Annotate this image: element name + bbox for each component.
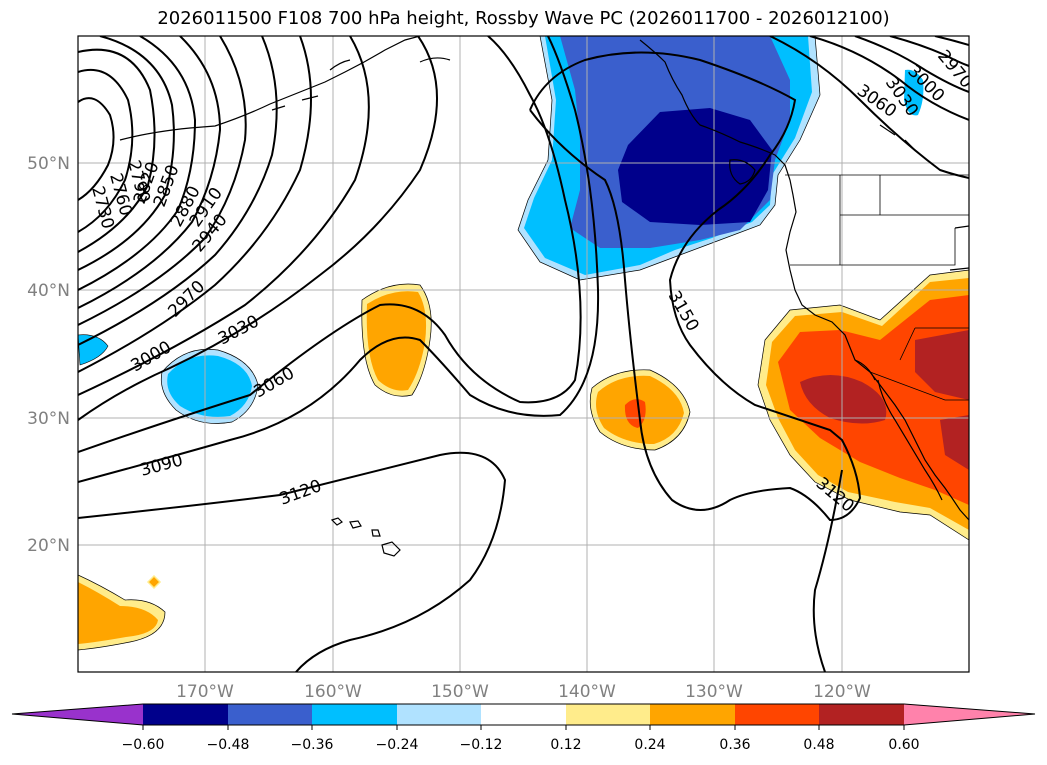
graticule: [78, 36, 969, 672]
colorbar-tick-label: 0.48: [803, 737, 834, 753]
positive-anomaly-southwest-us: [757, 269, 969, 541]
longitude-labels: 170°W 160°W 150°W 140°W 130°W 120°W: [176, 682, 871, 702]
colorbar-tick-label: 0.12: [550, 737, 581, 753]
lat-label: 50°N: [27, 154, 70, 174]
colorbar-bin: [735, 704, 819, 725]
lat-label: 40°N: [27, 281, 70, 301]
positive-anomaly-central-south: [589, 369, 691, 451]
lon-label: 120°W: [813, 682, 871, 702]
positive-anomaly-southwest-corner: [78, 574, 166, 651]
political-borders: [785, 174, 969, 401]
lon-label: 130°W: [685, 682, 743, 702]
lon-label: 160°W: [304, 682, 362, 702]
colorbar-extend-low: [12, 704, 143, 725]
colorbar-bin: [312, 704, 397, 725]
height-contours: [78, 36, 969, 672]
negative-anomaly-northeast-pacific: [517, 36, 924, 281]
colorbar-tick-label: −0.60: [122, 737, 165, 753]
latitude-labels: 50°N 40°N 30°N 20°N: [27, 154, 70, 556]
colorbar-bin: [566, 704, 650, 725]
lon-label: 140°W: [558, 682, 616, 702]
positive-anomaly-central-north: [361, 283, 432, 397]
colorbar-bin: [481, 704, 566, 725]
colorbar-tick-label: −0.48: [207, 737, 250, 753]
map-title: 2026011500 F108 700 hPa height, Rossby W…: [157, 8, 890, 29]
colorbar-extend-high: [904, 704, 1035, 725]
colorbar-bin: [143, 704, 228, 725]
colorbar-tick-label: 0.36: [719, 737, 750, 753]
colorbar-tick-label: −0.12: [460, 737, 503, 753]
lat-label: 30°N: [27, 409, 70, 429]
map-area: 2730 2760 2790 2820 2850 2880 2910 2940 …: [78, 36, 969, 672]
colorbar-bin: [397, 704, 481, 725]
colorbar-tick-label: −0.24: [376, 737, 419, 753]
lat-label: 20°N: [27, 536, 70, 556]
lon-label: 150°W: [431, 682, 489, 702]
lon-label: 170°W: [176, 682, 234, 702]
colorbar-bin: [228, 704, 312, 725]
colorbar-tick-label: 0.60: [888, 737, 919, 753]
colorbar-tick-label: −0.36: [291, 737, 334, 753]
map-frame: [77, 35, 970, 673]
colorbar-tick-label: 0.24: [634, 737, 665, 753]
colorbar-bin: [819, 704, 904, 725]
colorbar-bin: [650, 704, 735, 725]
colorbar: −0.60 −0.48 −0.36 −0.24 −0.12 0.12 0.24 …: [11, 703, 1036, 753]
